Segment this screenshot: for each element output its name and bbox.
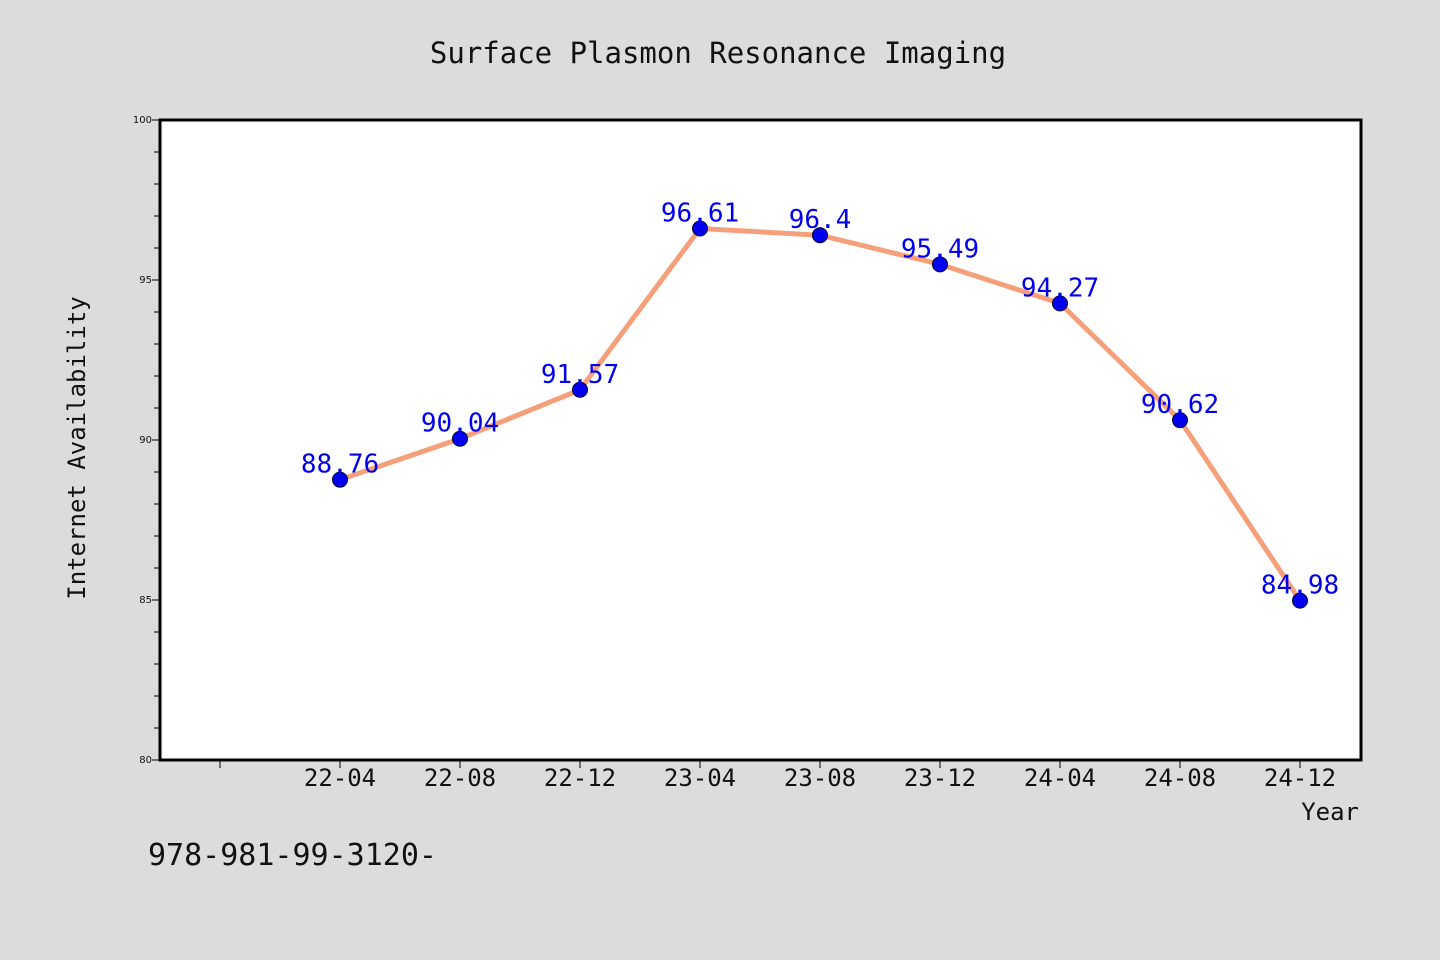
x-axis-label: Year bbox=[1301, 798, 1359, 826]
footnote: 978-981-99-3120- bbox=[148, 838, 437, 873]
data-markers bbox=[332, 220, 1308, 609]
data-label: 94.27 bbox=[1021, 273, 1099, 303]
y-tick-label: 90 bbox=[139, 435, 152, 446]
x-tick-label: 24-12 bbox=[1264, 764, 1336, 792]
plot-frame bbox=[158, 118, 1363, 762]
data-label: 96.61 bbox=[661, 198, 739, 228]
data-labels: 88.76 90.04 91.57 96.61 96.4 95.49 94.27 90.62 8… bbox=[301, 198, 1339, 600]
data-point-marker bbox=[1292, 592, 1308, 609]
y-tick-label: 80 bbox=[139, 755, 152, 766]
data-label: 84.98 bbox=[1261, 571, 1339, 601]
x-tick-label: 24-08 bbox=[1144, 764, 1216, 792]
x-tick-label: 23-04 bbox=[664, 764, 736, 792]
chart-title: Surface Plasmon Resonance Imaging bbox=[430, 36, 1006, 70]
data-point-marker bbox=[932, 256, 948, 273]
x-tick-label: 23-12 bbox=[904, 764, 976, 792]
data-point-marker bbox=[692, 220, 708, 237]
y-tick-label: 95 bbox=[139, 275, 152, 286]
y-axis-label: Internet Availability bbox=[63, 296, 91, 599]
plot-area bbox=[160, 120, 1361, 760]
data-point-marker bbox=[1052, 295, 1068, 312]
data-point-marker bbox=[332, 471, 348, 488]
x-tick-label: 24-04 bbox=[1024, 764, 1096, 792]
data-label: 91.57 bbox=[541, 360, 619, 390]
x-ticks: 22-04 22-08 22-12 23-04 23-08 23-12 24-04 24-08… bbox=[219, 760, 1336, 792]
data-label: 96.4 bbox=[789, 205, 852, 235]
x-tick-label: 22-04 bbox=[304, 764, 376, 792]
y-tick-label: 100 bbox=[133, 115, 152, 126]
data-label: 90.62 bbox=[1141, 390, 1219, 420]
x-tick-label: 22-12 bbox=[544, 764, 616, 792]
y-ticks: 80 85 90 95 100 bbox=[133, 115, 160, 766]
data-point-marker bbox=[572, 381, 588, 398]
data-point-marker bbox=[452, 430, 468, 447]
y-tick-label: 85 bbox=[139, 595, 152, 606]
data-label: 88.76 bbox=[301, 450, 379, 480]
data-point-marker bbox=[812, 227, 828, 244]
x-tick-label: 22-08 bbox=[424, 764, 496, 792]
data-label: 90.04 bbox=[421, 409, 499, 439]
data-point-marker bbox=[1172, 412, 1188, 429]
data-label: 95.49 bbox=[901, 234, 979, 264]
x-tick-label: 23-08 bbox=[784, 764, 856, 792]
